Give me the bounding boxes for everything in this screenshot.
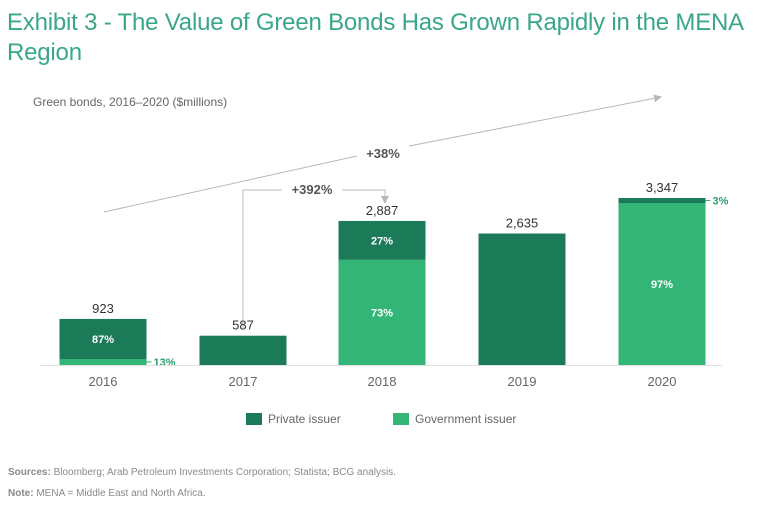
share-label-private-2018: 27% bbox=[371, 235, 393, 247]
bar-segment-government-2020 bbox=[618, 203, 706, 365]
bar-segment-government-2018 bbox=[338, 259, 426, 365]
legend-swatch-government bbox=[393, 413, 409, 425]
total-label-2017: 587 bbox=[232, 318, 254, 333]
bar-segment-private-2020 bbox=[618, 198, 706, 204]
legend-item-private: Private issuer bbox=[246, 412, 341, 426]
total-label-2020: 3,347 bbox=[646, 180, 679, 195]
share-label-government-2018: 73% bbox=[371, 307, 393, 319]
share-label-government-2016: 13% bbox=[154, 357, 176, 369]
legend-item-government: Government issuer bbox=[393, 412, 516, 426]
growth-label-2017-2018: +392% bbox=[292, 182, 333, 197]
bar-segment-government-2016 bbox=[59, 359, 147, 365]
trend-arrow-line-left bbox=[103, 155, 358, 213]
bar-segment-private-2017 bbox=[199, 335, 287, 365]
share-label-private-2016: 87% bbox=[92, 334, 114, 346]
trend-arrow-line-right bbox=[408, 94, 662, 147]
sources-text: Bloomberg; Arab Petroleum Investments Co… bbox=[50, 467, 396, 478]
chart-subtitle: Green bonds, 2016–2020 ($millions) bbox=[33, 95, 228, 109]
chart-title: Exhibit 3 - The Value of Green Bonds Has… bbox=[7, 9, 743, 66]
growth-annotation-overall: +38% bbox=[103, 94, 662, 213]
x-axis-ticks: 2016 2017 2018 2019 2020 bbox=[89, 374, 677, 389]
bars-group: 923 13% 87% 587 2,887 73% 27% 2,635 3,347 97% 3% bbox=[59, 180, 729, 369]
x-tick-label-2016: 2016 bbox=[89, 374, 118, 389]
x-tick-label-2019: 2019 bbox=[508, 374, 537, 389]
note-label: Note: bbox=[8, 488, 34, 499]
legend-label-private: Private issuer bbox=[268, 412, 341, 426]
total-label-2018: 2,887 bbox=[366, 203, 399, 218]
legend: Private issuer Government issuer bbox=[0, 412, 768, 430]
x-tick-label-2017: 2017 bbox=[229, 374, 258, 389]
share-label-private-2020: 3% bbox=[713, 196, 729, 208]
sources-label: Sources: bbox=[8, 467, 51, 478]
footnote: Note: MENA = Middle East and North Afric… bbox=[8, 488, 206, 499]
legend-label-government: Government issuer bbox=[415, 412, 517, 426]
bar-segment-private-2019 bbox=[478, 233, 566, 365]
growth-annotation-2017-2018: +392% bbox=[242, 182, 389, 330]
x-tick-label-2018: 2018 bbox=[368, 374, 397, 389]
bar-segment-private-2018 bbox=[338, 220, 426, 260]
bar-chart: +38% +392% 923 13% 87% 587 2,887 73% 27% 2,635 3… bbox=[40, 94, 729, 389]
legend-swatch-private bbox=[246, 413, 262, 425]
growth-label-overall: +38% bbox=[366, 146, 400, 161]
bracket-line-left bbox=[242, 189, 282, 330]
bar-segment-private-2016 bbox=[59, 318, 147, 360]
sources-note: Sources: Bloomberg; Arab Petroleum Inves… bbox=[8, 467, 396, 478]
x-tick-label-2020: 2020 bbox=[648, 374, 677, 389]
share-label-government-2020: 97% bbox=[651, 279, 673, 291]
bracket-line-right bbox=[342, 189, 389, 204]
total-label-2019: 2,635 bbox=[506, 216, 539, 231]
total-label-2016: 923 bbox=[92, 301, 114, 316]
note-text: MENA = Middle East and North Africa. bbox=[33, 488, 206, 499]
